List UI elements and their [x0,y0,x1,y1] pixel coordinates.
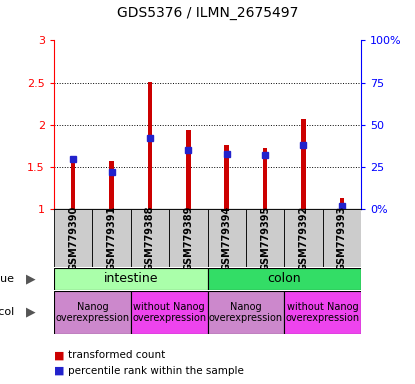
Text: Nanog
overexpression: Nanog overexpression [209,301,283,323]
Text: tissue: tissue [0,274,15,284]
Text: ■: ■ [54,366,64,376]
Bar [208,291,284,334]
Bar [301,119,306,209]
Text: protocol: protocol [0,307,15,318]
Bar [225,145,229,209]
Bar [54,291,131,334]
Text: ▶: ▶ [26,306,36,319]
Text: GSM779389: GSM779389 [183,205,193,271]
Text: GSM779391: GSM779391 [107,205,117,271]
Bar [54,209,92,267]
Bar [93,209,131,267]
Bar [186,130,190,209]
Bar [339,198,344,209]
Bar [284,209,323,267]
Bar [263,149,267,209]
Text: percentile rank within the sample: percentile rank within the sample [68,366,244,376]
Text: Nanog
overexpression: Nanog overexpression [55,301,129,323]
Text: GSM779392: GSM779392 [298,205,308,271]
Bar [246,209,284,267]
Text: GSM779395: GSM779395 [260,205,270,271]
Bar [54,268,208,290]
Text: GSM779390: GSM779390 [68,205,78,271]
Text: ■: ■ [54,350,64,360]
Bar [71,157,76,209]
Bar [148,82,152,209]
Text: GDS5376 / ILMN_2675497: GDS5376 / ILMN_2675497 [117,6,298,20]
Text: intestine: intestine [103,272,158,285]
Bar [208,268,361,290]
Bar [208,209,246,267]
Text: transformed count: transformed count [68,350,166,360]
Bar [131,291,208,334]
Text: GSM779393: GSM779393 [337,205,347,271]
Text: without Nanog
overexpression: without Nanog overexpression [286,301,360,323]
Bar [169,209,208,267]
Text: colon: colon [267,272,301,285]
Bar [323,209,361,267]
Bar [131,209,169,267]
Text: ▶: ▶ [26,272,36,285]
Text: without Nanog
overexpression: without Nanog overexpression [132,301,206,323]
Bar [284,291,361,334]
Text: GSM779394: GSM779394 [222,205,232,271]
Bar [109,161,114,209]
Text: GSM779388: GSM779388 [145,205,155,271]
